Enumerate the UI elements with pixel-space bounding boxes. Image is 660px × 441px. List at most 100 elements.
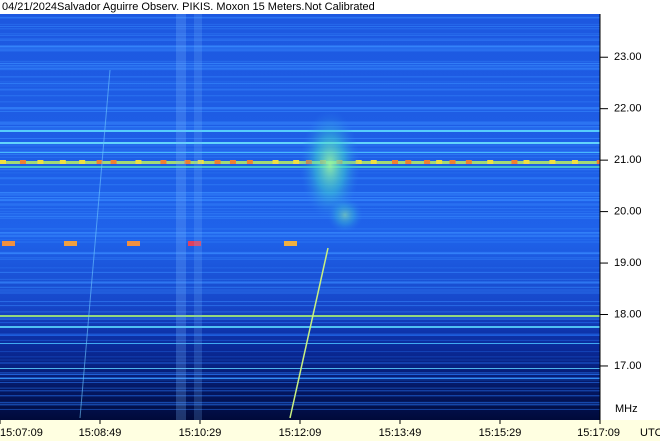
streak — [0, 23, 600, 25]
blip — [449, 160, 456, 164]
blip — [284, 241, 297, 246]
streak — [0, 339, 600, 341]
blip — [549, 160, 556, 164]
band — [0, 166, 600, 168]
streak — [79, 69, 111, 419]
y-tick-label: 23.00 — [614, 51, 642, 63]
streak — [0, 127, 600, 129]
streak — [0, 149, 600, 151]
streak — [0, 85, 600, 87]
streak — [0, 241, 600, 243]
streak — [0, 199, 600, 201]
spectrogram-texture — [0, 14, 603, 420]
streak — [0, 210, 600, 212]
streak — [0, 282, 600, 284]
blip — [64, 241, 77, 246]
streak — [0, 67, 600, 69]
blip — [0, 160, 6, 164]
streak — [0, 80, 600, 82]
streak — [0, 278, 600, 280]
streak — [0, 68, 600, 70]
streak — [0, 362, 600, 364]
blip — [523, 160, 530, 164]
blip — [19, 160, 26, 164]
streak — [0, 126, 600, 128]
band — [0, 343, 600, 344]
title-bar — [0, 0, 660, 14]
streak — [0, 192, 600, 194]
streak — [0, 65, 600, 67]
blip — [465, 160, 472, 164]
streak — [0, 233, 600, 235]
chart-title: 04/21/2024Salvador Aguirre Observ. PIKIS… — [2, 1, 375, 13]
streak — [0, 305, 600, 307]
streak — [0, 17, 600, 19]
streak — [0, 108, 600, 110]
streak — [0, 282, 600, 284]
blip — [511, 160, 518, 164]
blip — [79, 160, 86, 164]
streak — [0, 64, 600, 66]
time-axis-panel — [0, 420, 660, 441]
streak — [289, 247, 329, 419]
streak — [0, 390, 600, 392]
streak — [0, 290, 600, 292]
streak — [0, 60, 600, 62]
blip — [110, 160, 117, 164]
streak — [0, 145, 600, 147]
y-axis-label: MHz — [615, 403, 638, 415]
streak — [0, 177, 600, 179]
streak — [0, 408, 600, 410]
blip — [135, 160, 142, 164]
blip — [391, 160, 398, 164]
streak — [0, 16, 600, 18]
streak — [0, 239, 600, 241]
streak — [0, 200, 600, 202]
band — [0, 130, 600, 132]
streak — [0, 317, 600, 319]
streak — [0, 35, 600, 37]
streak — [0, 213, 600, 215]
blip — [436, 160, 443, 164]
band — [0, 142, 600, 144]
blip — [37, 160, 44, 164]
streak — [0, 318, 600, 320]
streak — [0, 404, 600, 406]
streak — [0, 47, 600, 49]
x-tick-label: 15:13:49 — [379, 427, 422, 439]
column — [176, 14, 186, 420]
blip — [405, 160, 412, 164]
streak — [0, 377, 600, 379]
blip — [184, 160, 191, 164]
blip — [246, 160, 253, 164]
streak — [0, 214, 600, 216]
blip — [2, 241, 15, 246]
x-tick-label: 15:10:29 — [179, 427, 222, 439]
x-tick-label: 15:08:49 — [79, 427, 122, 439]
streak — [0, 311, 600, 313]
streak — [0, 382, 600, 384]
streak — [0, 252, 600, 254]
streak — [0, 301, 600, 303]
streak — [0, 169, 600, 171]
streak — [0, 46, 600, 48]
streak — [0, 107, 600, 109]
blip — [229, 160, 236, 164]
streak — [0, 235, 600, 237]
streak — [0, 40, 600, 42]
column — [194, 14, 202, 420]
y-tick-label: 19.00 — [614, 257, 642, 269]
streak — [0, 231, 600, 233]
blip — [272, 160, 279, 164]
streak — [0, 322, 600, 324]
streak — [0, 232, 600, 234]
streak — [0, 28, 600, 30]
streak — [0, 333, 600, 335]
streak — [0, 83, 600, 85]
streak — [0, 351, 600, 353]
y-axis-panel — [600, 14, 660, 420]
streak — [0, 197, 600, 199]
streak — [0, 402, 600, 404]
streak — [0, 45, 600, 47]
